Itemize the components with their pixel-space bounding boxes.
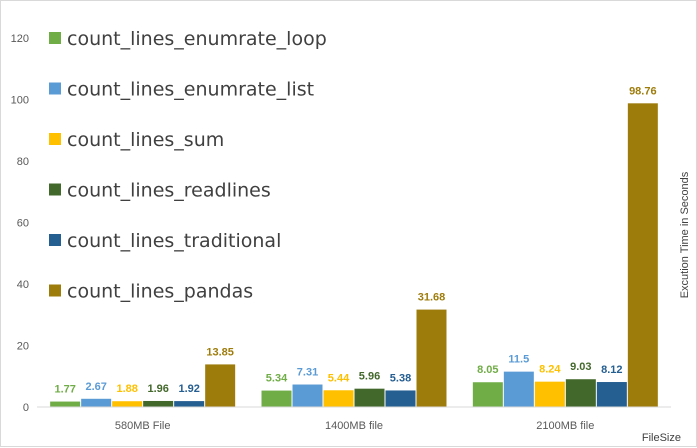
bar [174,401,205,407]
bar [416,309,447,407]
data-label: 8.05 [477,364,498,376]
bar [323,390,354,407]
data-label: 31.68 [418,292,446,304]
data-label: 1.77 [54,384,75,396]
legend-label: count_lines_sum [67,129,224,151]
y-tick-label: 120 [11,33,29,45]
legend-label: count_lines_enumrate_list [67,79,314,101]
legend-label: count_lines_pandas [67,281,253,303]
data-label: 5.34 [266,373,288,385]
legend: count_lines_enumrate_loop count_lines_enu… [49,28,327,303]
bar [81,398,112,407]
legend-label: count_lines_enumrate_loop [67,28,327,50]
bar [472,382,503,407]
bar [50,401,81,407]
legend-swatch [49,32,61,44]
data-label: 8.24 [539,364,561,376]
data-label: 13.85 [206,346,234,358]
bar [292,384,323,407]
bar [143,400,174,407]
data-label: 1.96 [147,383,168,395]
legend-swatch [49,284,61,297]
x-tick-label: 2100MB file [536,420,594,432]
y-tick-label: 60 [17,218,29,230]
data-label: 9.03 [570,361,591,373]
bar [503,371,534,407]
data-label: 1.92 [178,383,199,395]
y-tick-label: 0 [23,402,29,414]
x-axis-ticks: 580MB File 1400MB file 2100MB file [115,420,595,432]
legend-label: count_lines_traditional [67,230,281,252]
data-label: 5.96 [359,371,380,383]
legend-swatch [49,234,61,246]
data-label: 1.88 [116,383,137,395]
y-tick-label: 80 [17,156,29,168]
bar [261,390,292,407]
y-tick-label: 40 [17,279,29,291]
y-axis-ticks: 0 20 40 60 80 100 120 [11,33,29,414]
y-tick-label: 20 [17,341,29,353]
bar [534,381,565,407]
bar [385,390,416,407]
data-label: 5.44 [328,372,350,384]
x-tick-label: 1400MB file [325,420,383,432]
bar [565,379,596,407]
data-label: 2.67 [85,381,106,393]
bar [627,103,658,408]
legend-swatch [49,82,61,95]
bar [205,364,236,407]
bar [112,401,143,407]
bars [50,103,658,408]
legend-swatch [49,133,61,145]
legend-label: count_lines_readlines [67,180,271,202]
data-label: 98.76 [629,85,657,97]
bar [354,388,385,407]
data-label: 5.38 [390,372,411,384]
legend-swatch [49,183,61,196]
data-label: 7.31 [297,367,318,379]
data-labels: 1.77 2.67 1.88 1.96 1.92 13.85 5.34 7.31 5.44 5.9… [54,85,656,395]
x-tick-label: 580MB File [115,420,171,432]
x-axis-title: FileSize [642,432,681,444]
y-tick-label: 100 [11,95,29,107]
bar [596,382,627,407]
y-axis-title: Excution Time in Seconds [679,171,691,298]
data-label: 11.5 [508,354,529,366]
data-label: 8.12 [601,364,622,376]
